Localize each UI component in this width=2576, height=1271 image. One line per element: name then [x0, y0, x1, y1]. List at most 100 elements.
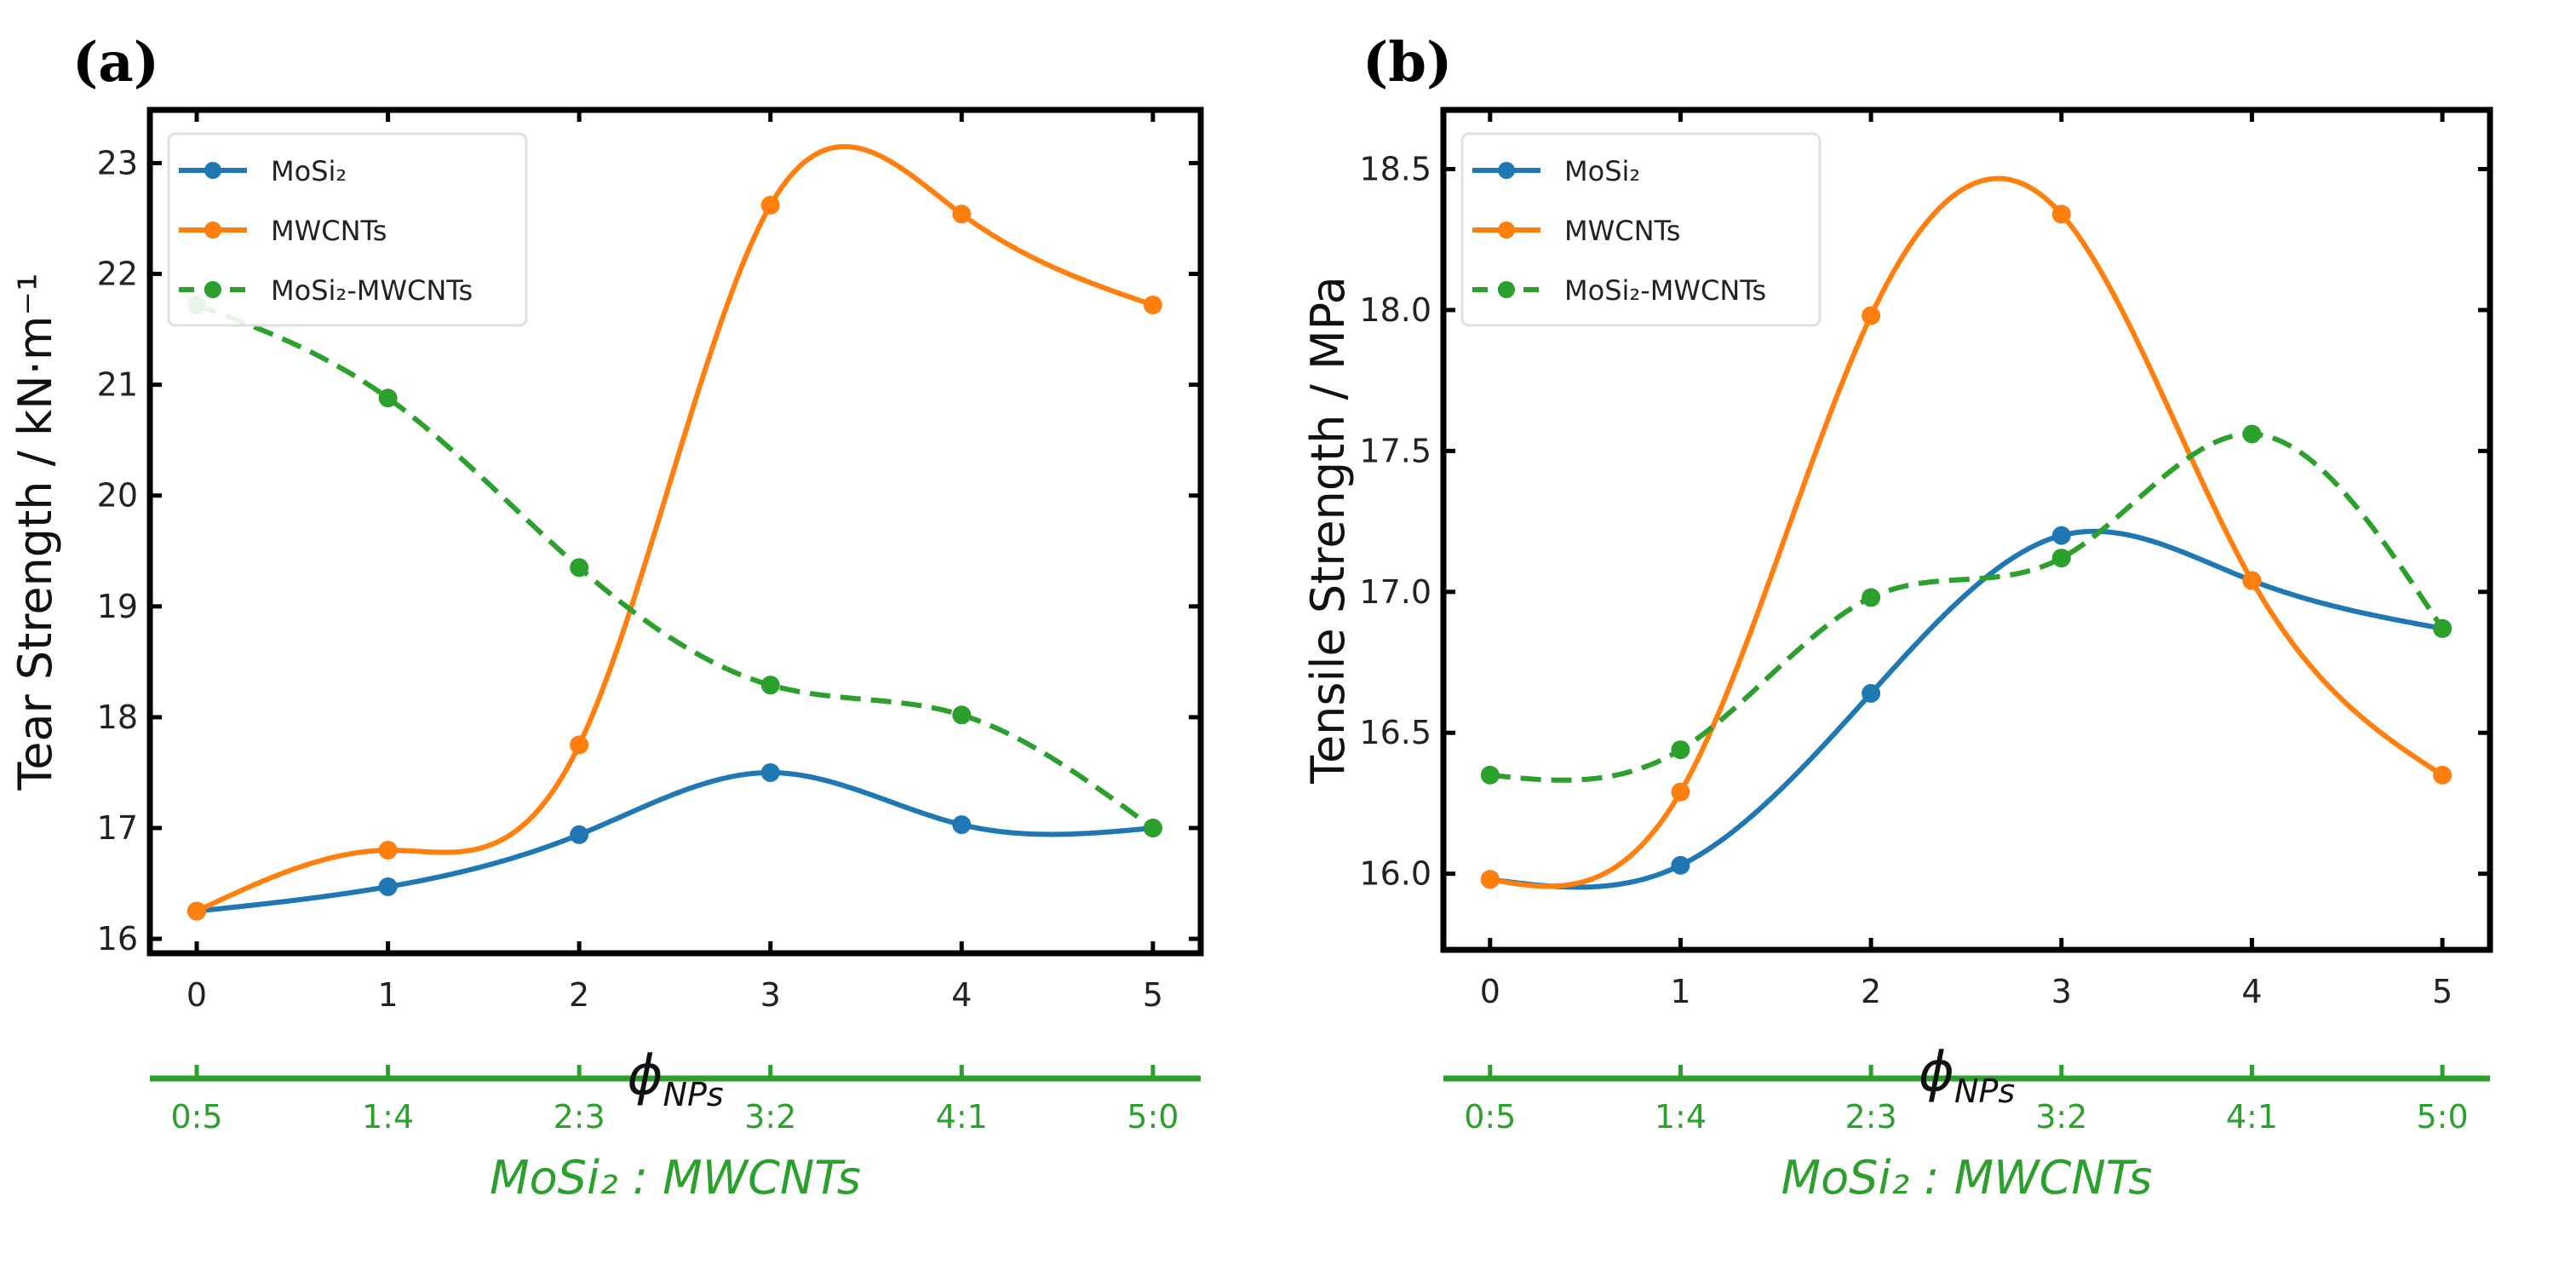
- data-point-hybrid: [2433, 618, 2453, 638]
- y-tick-label: 20: [97, 477, 138, 515]
- secondary-x-tick-label: 0:5: [170, 1098, 222, 1136]
- x-tick-label: 5: [2432, 973, 2453, 1010]
- legend-label: MWCNTs: [271, 215, 387, 247]
- secondary-x-tick-label: 1:4: [1655, 1098, 1707, 1136]
- series-line-MWCNTs: [1489, 175, 2444, 889]
- data-point-MWCNTs: [2242, 571, 2262, 590]
- legend-label: MWCNTs: [1564, 215, 1680, 247]
- secondary-x-tick-label: 0:5: [1464, 1098, 1516, 1136]
- series-line-hybrid: [196, 302, 1155, 831]
- legend-marker-MWCNTs: [204, 221, 221, 239]
- x-axis-label-subscript: NPs: [663, 1076, 724, 1113]
- x-tick-label: 4: [951, 976, 972, 1014]
- secondary-x-tick-label: 2:3: [554, 1098, 605, 1136]
- legend-label: MoSi₂-MWCNTs: [1564, 274, 1766, 307]
- data-point-hybrid: [570, 558, 589, 578]
- series-line-MoSi2: [1489, 528, 2443, 890]
- panel-label: (b): [1363, 31, 1452, 95]
- legend-marker-MoSi2: [1498, 162, 1515, 179]
- data-point-MWCNTs: [1480, 870, 1500, 889]
- data-point-MoSi2: [570, 825, 589, 844]
- y-axis-label: Tear Strength / kN·m⁻¹: [9, 273, 62, 791]
- secondary-x-axis-label: MoSi₂ : MWCNTs: [1781, 1151, 2153, 1205]
- series-line-MoSi2: [196, 770, 1154, 914]
- data-point-MWCNTs: [570, 735, 589, 755]
- legend-marker-MWCNTs: [1498, 221, 1515, 239]
- x-tick-label: 1: [377, 976, 398, 1014]
- data-point-hybrid: [1862, 588, 1881, 607]
- x-axis-label-symbol: ϕ: [1919, 1041, 1954, 1104]
- legend-label: MoSi₂: [271, 155, 347, 187]
- y-tick-label: 18: [97, 699, 138, 736]
- y-tick-label: 23: [97, 144, 138, 181]
- data-point-hybrid: [2242, 424, 2262, 444]
- data-point-hybrid: [378, 388, 398, 408]
- data-point-MWCNTs: [2433, 765, 2453, 785]
- data-point-hybrid: [1671, 740, 1690, 760]
- secondary-x-tick-label: 2:3: [1845, 1098, 1897, 1136]
- y-tick-label: 22: [97, 256, 138, 293]
- data-point-MoSi2: [378, 877, 398, 896]
- data-point-MWCNTs: [378, 841, 398, 860]
- x-axis-label-subscript: NPs: [1954, 1073, 2015, 1110]
- y-tick-label: 17.5: [1359, 432, 1431, 469]
- panel-b: (b) 0 0:5 1 1:4 2 2:3 3 3:2 4 4:1 5 5:0 MoSi₂ : MWCNT…: [1301, 31, 2493, 1205]
- secondary-x-tick-label: 1:4: [362, 1098, 414, 1136]
- data-point-hybrid: [952, 705, 972, 725]
- data-point-MoSi2: [1671, 855, 1690, 875]
- x-tick-label: 3: [2051, 973, 2072, 1010]
- x-tick-label: 3: [760, 976, 781, 1014]
- y-tick-label: 17.0: [1359, 573, 1431, 611]
- x-axis-label: ϕNPs: [627, 1044, 723, 1113]
- y-tick-label: 16.5: [1359, 714, 1431, 751]
- data-point-MWCNTs: [1862, 306, 1881, 325]
- legend-box: [167, 132, 528, 327]
- series-line-MWCNTs: [195, 144, 1154, 914]
- data-point-MWCNTs: [760, 195, 780, 215]
- secondary-x-tick-label: 4:1: [2226, 1098, 2278, 1136]
- data-point-MWCNTs: [187, 901, 207, 921]
- series-line-hybrid: [1489, 431, 2445, 783]
- secondary-x-tick-label: 5:0: [2417, 1098, 2469, 1136]
- legend-label: MoSi₂: [1564, 155, 1640, 187]
- x-axis-label: ϕNPs: [1919, 1041, 2015, 1110]
- x-tick-label: 4: [2241, 973, 2262, 1010]
- data-point-hybrid: [2051, 549, 2071, 568]
- plot-frame: [1440, 106, 2493, 953]
- x-tick-label: 2: [1861, 973, 1881, 1010]
- y-tick-label: 17: [97, 809, 138, 847]
- y-tick-label: 16: [97, 920, 138, 958]
- legend-marker-MoSi2: [204, 162, 221, 179]
- y-tick-label: 19: [97, 588, 138, 625]
- data-point-MWCNTs: [952, 204, 972, 224]
- data-point-MoSi2: [760, 762, 780, 782]
- secondary-x-tick-label: 5:0: [1127, 1098, 1179, 1136]
- legend-marker-hybrid: [204, 281, 221, 298]
- data-point-hybrid: [1480, 765, 1500, 785]
- x-tick-label: 0: [1480, 973, 1500, 1010]
- y-tick-label: 18.5: [1359, 150, 1431, 187]
- x-tick-label: 2: [569, 976, 589, 1014]
- secondary-x-axis-label: MoSi₂ : MWCNTs: [490, 1151, 861, 1205]
- plot-frame: [146, 106, 1204, 957]
- x-axis-label-symbol: ϕ: [627, 1044, 663, 1107]
- secondary-x-tick-label: 3:2: [2035, 1098, 2087, 1136]
- panel-label: (a): [72, 31, 159, 95]
- data-point-MoSi2: [1862, 683, 1881, 703]
- y-tick-label: 18.0: [1359, 291, 1431, 329]
- y-tick-label: 21: [97, 366, 138, 404]
- x-tick-label: 5: [1143, 976, 1163, 1014]
- legend-marker-hybrid: [1498, 281, 1515, 298]
- y-axis-label: Tensile Strength / MPa: [1301, 276, 1355, 785]
- legend-label: MoSi₂-MWCNTs: [271, 274, 473, 307]
- panel-a: (a) 0 0:5 1 1:4 2 2:3 3 3:2 4 4:1 5 5:0 MoSi₂ : MWCNT…: [9, 31, 1204, 1205]
- data-point-MWCNTs: [1671, 782, 1690, 802]
- secondary-x-tick-label: 3:2: [744, 1098, 796, 1136]
- secondary-x-tick-label: 4:1: [936, 1098, 988, 1136]
- data-point-hybrid: [760, 676, 780, 695]
- data-point-MoSi2: [952, 815, 972, 835]
- data-point-MWCNTs: [2051, 204, 2071, 224]
- x-tick-label: 0: [186, 976, 207, 1014]
- data-point-hybrid: [1143, 818, 1162, 837]
